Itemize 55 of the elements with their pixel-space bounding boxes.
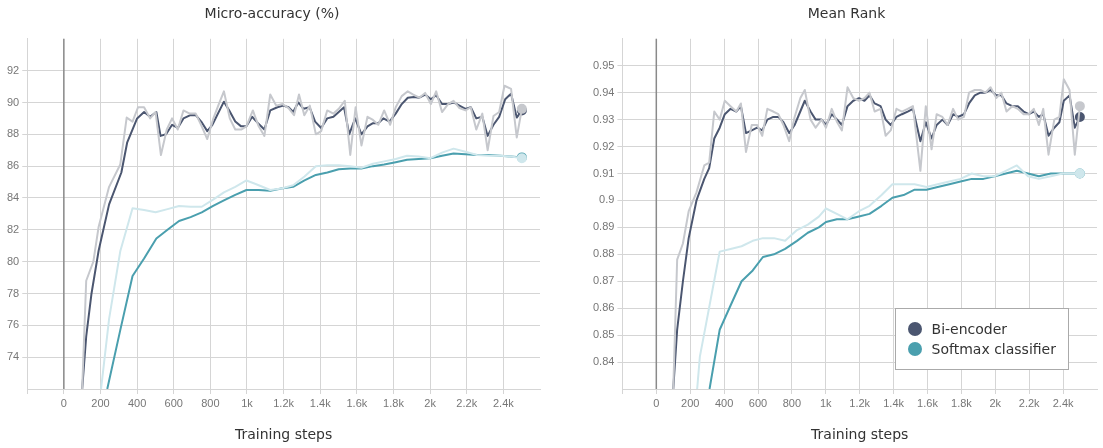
y-tick-label: 80 — [6, 254, 20, 267]
legend-box: Bi-encoder Softmax classifier — [894, 308, 1069, 370]
x-tick-label: 1.8k — [951, 396, 973, 409]
x-tick-label: 200 — [681, 396, 700, 409]
x-tick-label: 600 — [164, 396, 183, 409]
x-tick-label: 1k — [241, 396, 254, 409]
x-tick-label: 2.4k — [1052, 396, 1074, 409]
legend-label: Softmax classifier — [931, 341, 1056, 357]
y-tick-label: 0.93 — [592, 112, 615, 125]
y-tick-label: 76 — [6, 318, 20, 331]
y-tick-label: 0.85 — [592, 328, 615, 341]
x-tick-label: 1.2k — [849, 396, 871, 409]
y-tick-label: 0.89 — [592, 220, 615, 233]
x-tick-label: 0 — [653, 396, 660, 409]
x-tick-label: 1.8k — [383, 396, 405, 409]
x-tick-label: 1.4k — [883, 396, 905, 409]
x-tick-label: 2.2k — [1018, 396, 1041, 409]
x-tick-label: 1.4k — [309, 396, 332, 409]
y-tick-label: 0.87 — [592, 274, 615, 287]
y-tick-label: 0.94 — [592, 85, 615, 98]
y-tick-label: 0.84 — [592, 355, 615, 368]
y-tick-label: 0.95 — [592, 58, 615, 71]
y-tick-label: 0.9 — [599, 193, 615, 206]
y-tick-label: 88 — [6, 127, 20, 140]
chart-title: Micro-accuracy (%) — [204, 5, 340, 22]
y-tick-label: 84 — [6, 191, 20, 204]
x-axis-title: Training steps — [233, 426, 333, 443]
chart-title: Mean Rank — [807, 5, 887, 22]
x-tick-label: 0 — [60, 396, 67, 409]
x-tick-label: 800 — [782, 396, 802, 409]
x-axis-title: Training steps — [810, 426, 909, 443]
x-tick-label: 800 — [201, 396, 220, 409]
y-tick-label: 74 — [6, 350, 20, 363]
x-tick-label: 2.4k — [492, 396, 515, 409]
legend-label: Bi-encoder — [931, 321, 1008, 337]
x-tick-label: 2k — [424, 396, 437, 409]
x-tick-label: 400 — [714, 396, 734, 409]
x-tick-label: 1k — [819, 396, 833, 409]
y-tick-label: 82 — [6, 222, 20, 235]
x-tick-label: 2k — [989, 396, 1002, 409]
y-tick-label: 92 — [6, 63, 20, 76]
y-tick-label: 78 — [6, 286, 20, 299]
y-tick-label: 0.92 — [592, 139, 615, 152]
y-tick-label: 90 — [6, 95, 20, 108]
x-tick-label: 1.6k — [917, 396, 939, 409]
y-tick-label: 0.86 — [592, 301, 615, 314]
x-tick-label: 2.2k — [456, 396, 478, 409]
y-tick-label: 0.91 — [592, 166, 615, 179]
x-tick-label: 400 — [127, 396, 147, 409]
x-tick-label: 1.6k — [346, 396, 368, 409]
y-tick-label: 0.88 — [592, 247, 615, 260]
x-tick-label: 1.2k — [273, 396, 295, 409]
x-tick-label: 200 — [91, 396, 110, 409]
x-tick-label: 600 — [748, 396, 768, 409]
y-tick-label: 86 — [6, 159, 20, 172]
